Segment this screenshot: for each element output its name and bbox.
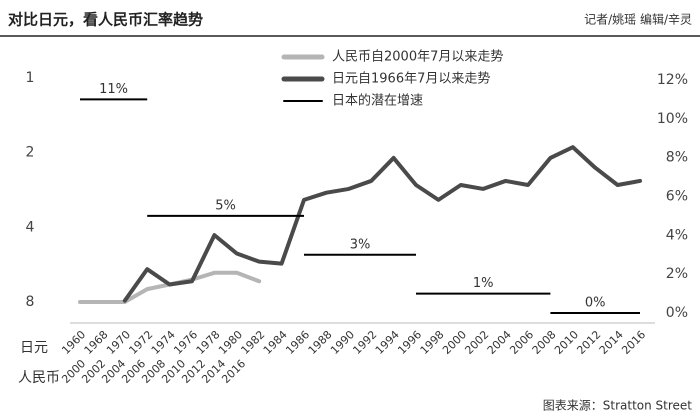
x-tick-label: 2016 <box>619 328 648 357</box>
x-tick-label: 1968 <box>82 328 111 357</box>
x-tick-label: 1974 <box>149 328 178 357</box>
y-tick-label: 4 <box>26 219 35 235</box>
y2-tick-label: 6% <box>666 189 688 205</box>
x-tick-label: 1982 <box>238 328 267 357</box>
x-tick-label: 1986 <box>283 328 312 357</box>
x-tick-label: 2004 <box>485 328 514 357</box>
x-tick-label: 1988 <box>306 328 335 357</box>
row-label: 人民币 <box>18 370 60 386</box>
x-tick-label: 2002 <box>462 328 491 357</box>
x-tick-label: 1990 <box>328 328 357 357</box>
x-tick-label: 1984 <box>261 328 290 357</box>
data-label: 5% <box>215 198 236 213</box>
x-tick-label: 2006 <box>507 328 536 357</box>
chart-title: 对比日元，看人民币汇率趋势 <box>8 11 203 29</box>
x-tick-label: 2010 <box>552 328 581 357</box>
source: 图表来源：Stratton Street <box>543 399 693 413</box>
x-tick-label: 2012 <box>574 328 603 357</box>
x-tick-label: 1992 <box>350 328 379 357</box>
y2-tick-label: 8% <box>666 150 688 166</box>
x-tick-label: 1996 <box>395 328 424 357</box>
x-tick-label: 2000 <box>440 328 469 357</box>
series-line <box>122 145 642 303</box>
data-label: 11% <box>99 82 128 97</box>
series-line <box>78 270 262 304</box>
x-tick-label: 1994 <box>373 328 402 357</box>
x-tick-label: 1976 <box>171 328 200 357</box>
data-label: 3% <box>350 237 371 252</box>
x-tick-label: 1960 <box>59 328 88 357</box>
y2-tick-label: 0% <box>666 305 688 321</box>
y2-tick-label: 10% <box>657 111 688 127</box>
row-label: 日元 <box>20 340 48 356</box>
x-tick-label: 1972 <box>126 328 155 357</box>
y-tick-label: 1 <box>26 70 35 86</box>
x-tick-label: 1978 <box>194 328 223 357</box>
x-tick-label: 2008 <box>530 328 559 357</box>
data-label: 1% <box>473 276 494 291</box>
y-tick-label: 2 <box>26 145 35 161</box>
x-tick-label: 1980 <box>216 328 245 357</box>
x-tick-label: 1998 <box>418 328 447 357</box>
legend-label: 人民币自2000年7月以来走势 <box>332 49 503 65</box>
y2-tick-label: 12% <box>657 72 688 88</box>
x-tick-label: 1970 <box>104 328 133 357</box>
legend-label: 日元自1966年7月以来走势 <box>332 71 490 87</box>
x-tick-label: 2014 <box>597 328 626 357</box>
y2-tick-label: 4% <box>666 227 688 243</box>
legend-label: 日本的潜在增速 <box>332 93 423 109</box>
y-tick-label: 8 <box>26 294 35 310</box>
data-label: 0% <box>585 296 606 311</box>
byline: 记者/姚瑶 编辑/辛灵 <box>584 12 692 27</box>
y2-tick-label: 2% <box>666 266 688 282</box>
x2-tick-label: 2016 <box>219 357 248 386</box>
